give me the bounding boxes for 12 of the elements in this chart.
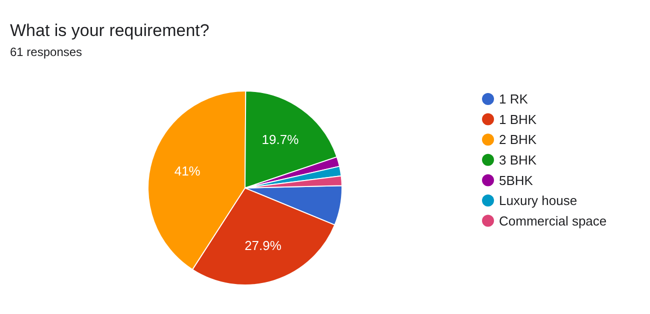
chart-title: What is your requirement?: [10, 21, 210, 40]
legend-label: 1 RK: [499, 92, 528, 107]
text: 61 responses: [10, 45, 82, 59]
legend-label: 5BHK: [499, 172, 534, 188]
legend-label: 1 BHK: [499, 112, 537, 127]
data-label: 41%: [174, 163, 201, 178]
data-label: 27.9%: [244, 238, 282, 253]
legend-label: 2 BHK: [499, 132, 537, 148]
legend-label: 3 BHK: [499, 152, 537, 168]
legend-label: Commercial space: [499, 213, 607, 228]
legend-label: Luxury house: [499, 193, 578, 208]
data-label: 19.7%: [262, 132, 300, 147]
